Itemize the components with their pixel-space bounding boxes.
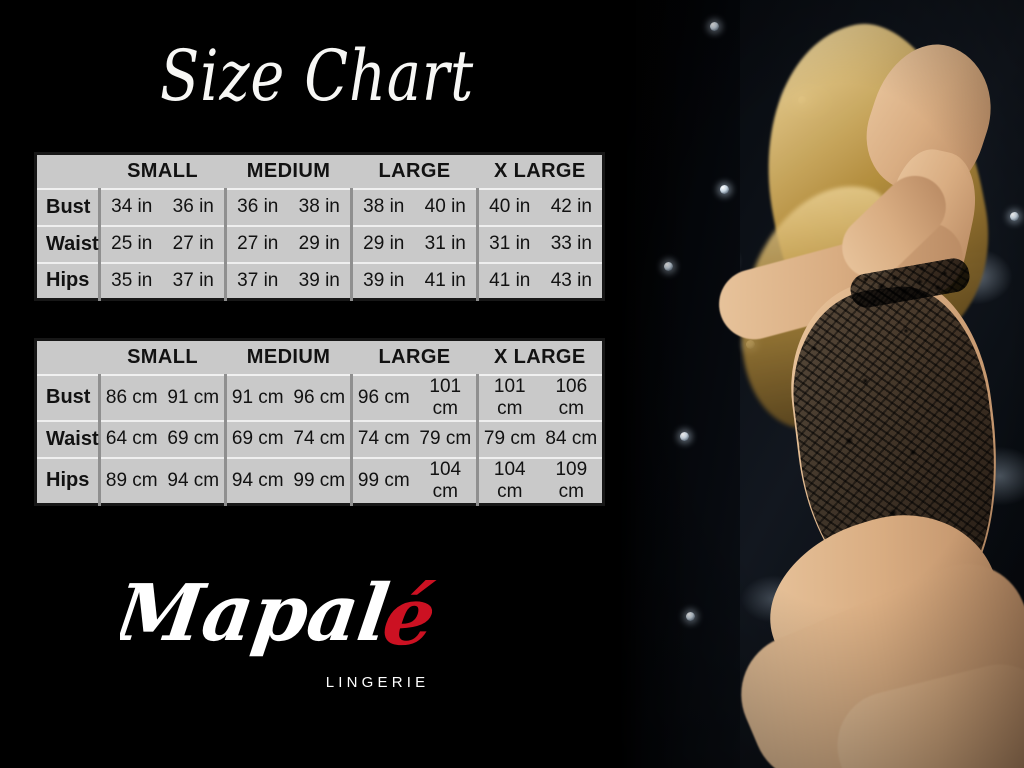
cell-hips-small-min: 35 in	[98, 261, 163, 300]
cell-hips-xlarge-min: 41 in	[476, 261, 541, 300]
table-header-row: SMALL MEDIUM LARGE X LARGE	[35, 153, 604, 190]
model-figure	[620, 0, 1024, 768]
cell-waist-xlarge-min: 31 in	[476, 224, 541, 263]
cell-waist-small-min: 64 cm	[98, 419, 163, 458]
cell-bust-xlarge-max: 42 in	[540, 187, 604, 226]
column-header-small: SMALL	[99, 339, 226, 376]
row-label-waist: Waist	[35, 419, 101, 458]
table-row: Hips 35 in 37 in 37 in 39 in 39 in 41 in…	[35, 261, 604, 300]
column-header-large: LARGE	[351, 339, 478, 376]
page-title: Size Chart	[160, 35, 474, 117]
cell-hips-medium-max: 39 in	[288, 261, 352, 300]
cell-hips-medium-min: 94 cm	[224, 456, 289, 504]
cell-waist-medium-max: 29 in	[288, 224, 352, 263]
table-corner-cell	[35, 339, 100, 376]
column-header-xlarge: X LARGE	[477, 339, 604, 376]
cell-waist-large-min: 74 cm	[350, 419, 415, 458]
cell-bust-large-min: 38 in	[350, 187, 415, 226]
cell-hips-medium-max: 99 cm	[288, 456, 352, 504]
cell-bust-medium-min: 36 in	[224, 187, 289, 226]
cell-waist-small-max: 27 in	[162, 224, 226, 263]
cell-waist-medium-min: 69 cm	[224, 419, 289, 458]
table-corner-cell	[35, 153, 100, 190]
table-row: Bust 34 in 36 in 36 in 38 in 38 in 40 in…	[35, 187, 604, 226]
row-label-hips: Hips	[35, 456, 101, 504]
table-row: Bust 86 cm 91 cm 91 cm 96 cm 96 cm 101 c…	[35, 373, 604, 421]
cell-waist-small-min: 25 in	[98, 224, 163, 263]
cell-waist-large-min: 29 in	[350, 224, 415, 263]
cell-hips-large-min: 99 cm	[350, 456, 415, 504]
row-label-bust: Bust	[35, 373, 101, 421]
cell-bust-large-max: 101 cm	[414, 373, 478, 421]
column-header-medium: MEDIUM	[225, 339, 352, 376]
table-row: Waist 25 in 27 in 27 in 29 in 29 in 31 i…	[35, 224, 604, 263]
row-label-waist: Waist	[35, 224, 101, 263]
column-header-large: LARGE	[351, 153, 478, 190]
cell-waist-large-max: 79 cm	[414, 419, 478, 458]
column-header-small: SMALL	[99, 153, 226, 190]
brand-wordmark: Mapal é	[120, 560, 520, 672]
cell-waist-medium-max: 74 cm	[288, 419, 352, 458]
cell-bust-medium-min: 91 cm	[224, 373, 289, 421]
cell-waist-xlarge-max: 84 cm	[540, 419, 604, 458]
row-label-bust: Bust	[35, 187, 101, 226]
brand-text-white: Mapal	[120, 567, 395, 659]
cell-hips-large-min: 39 in	[350, 261, 415, 300]
cell-waist-medium-min: 27 in	[224, 224, 289, 263]
cell-bust-xlarge-max: 106 cm	[540, 373, 604, 421]
cell-hips-medium-min: 37 in	[224, 261, 289, 300]
size-table-inches: SMALL MEDIUM LARGE X LARGE Bust 34 in 36…	[34, 152, 606, 301]
row-label-hips: Hips	[35, 261, 101, 300]
cell-waist-large-max: 31 in	[414, 224, 478, 263]
table-row: Waist 64 cm 69 cm 69 cm 74 cm 74 cm 79 c…	[35, 419, 604, 458]
size-table-centimeters: SMALL MEDIUM LARGE X LARGE Bust 86 cm 91…	[34, 338, 606, 506]
cell-waist-small-max: 69 cm	[162, 419, 226, 458]
cell-hips-small-max: 94 cm	[162, 456, 226, 504]
cell-bust-xlarge-min: 40 in	[476, 187, 541, 226]
brand-logo: Mapal é LINGERIE	[120, 560, 520, 710]
cell-hips-xlarge-max: 109 cm	[540, 456, 604, 504]
cell-hips-small-min: 89 cm	[98, 456, 163, 504]
cell-bust-small-max: 91 cm	[162, 373, 226, 421]
cell-bust-medium-max: 38 in	[288, 187, 352, 226]
column-header-xlarge: X LARGE	[477, 153, 604, 190]
cell-waist-xlarge-min: 79 cm	[476, 419, 541, 458]
cell-bust-small-min: 86 cm	[98, 373, 163, 421]
cell-hips-xlarge-min: 104 cm	[476, 456, 541, 504]
column-header-medium: MEDIUM	[225, 153, 352, 190]
mapale-script-svg: Mapal é	[120, 567, 442, 663]
table-header-row: SMALL MEDIUM LARGE X LARGE	[35, 339, 604, 376]
cell-bust-large-min: 96 cm	[350, 373, 415, 421]
cell-hips-small-max: 37 in	[162, 261, 226, 300]
cell-hips-large-max: 41 in	[414, 261, 478, 300]
table-row: Hips 89 cm 94 cm 94 cm 99 cm 99 cm 104 c…	[35, 456, 604, 504]
cell-waist-xlarge-max: 33 in	[540, 224, 604, 263]
cell-bust-small-min: 34 in	[98, 187, 163, 226]
cell-bust-small-max: 36 in	[162, 187, 226, 226]
cell-hips-xlarge-max: 43 in	[540, 261, 604, 300]
model-photo	[620, 0, 1024, 768]
brand-subtitle: LINGERIE	[325, 674, 430, 691]
cell-bust-xlarge-min: 101 cm	[476, 373, 541, 421]
cell-bust-medium-max: 96 cm	[288, 373, 352, 421]
cell-hips-large-max: 104 cm	[414, 456, 478, 504]
cell-bust-large-max: 40 in	[414, 187, 478, 226]
